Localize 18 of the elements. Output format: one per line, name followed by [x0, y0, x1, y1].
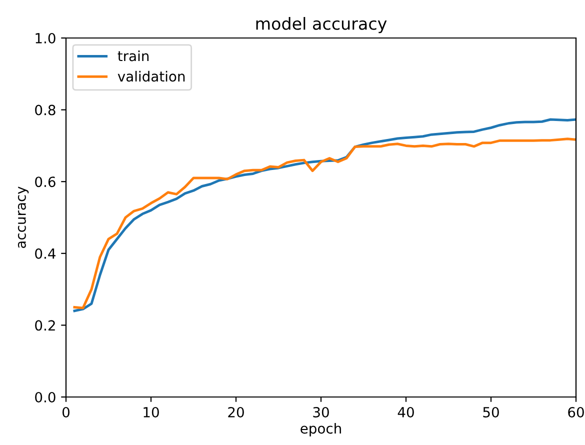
y-tick-label: 1.0 — [36, 32, 56, 44]
x-tick-label: 40 — [398, 406, 414, 418]
y-tick-label: 0.8 — [35, 104, 56, 116]
chart-title: model accuracy — [256, 17, 387, 34]
y-tick-label: 0.0 — [35, 392, 56, 402]
y-tick-label: 0.2 — [35, 320, 55, 331]
x-tick-label: 10 — [144, 406, 159, 418]
x-tick-label: 50 — [483, 406, 499, 418]
legend-label: train — [118, 50, 149, 62]
y-tick-label: 0.4 — [35, 248, 56, 259]
y-tick-label: 0.6 — [35, 176, 56, 188]
x-axis-title: epoch — [300, 422, 341, 436]
x-tick-label: 60 — [568, 406, 584, 418]
x-tick-label: 0 — [62, 406, 70, 418]
legend-label: validation — [118, 70, 185, 82]
y-axis-title: accuracy — [18, 186, 29, 248]
x-tick-label: 30 — [313, 406, 329, 418]
x-tick-label: 20 — [228, 406, 244, 418]
